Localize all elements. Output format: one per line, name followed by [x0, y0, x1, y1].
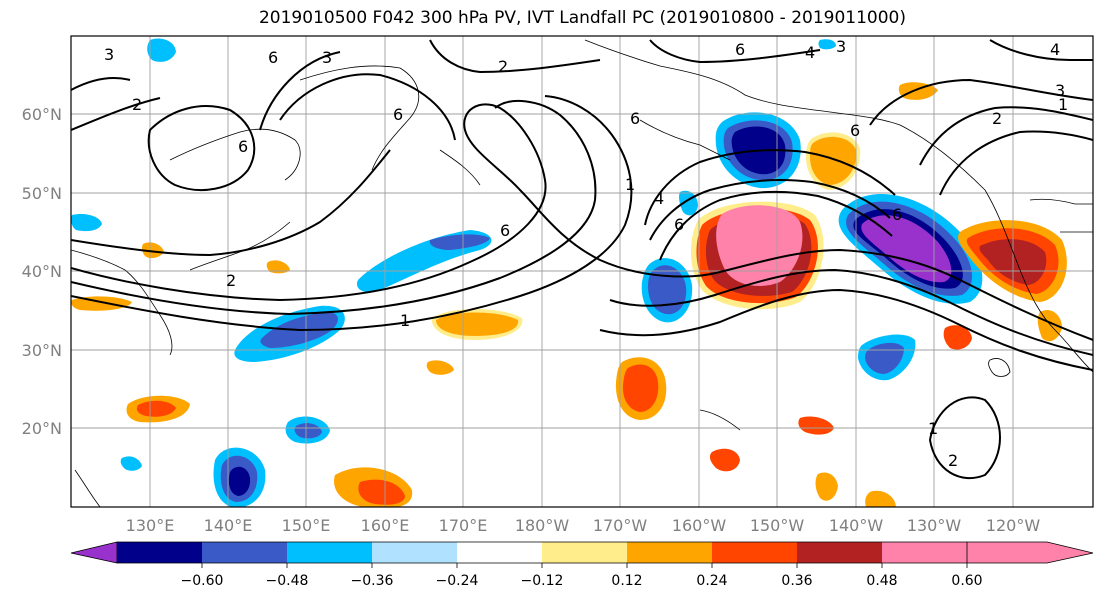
- contour-label: 3: [836, 37, 846, 56]
- colorbar-segment: [627, 542, 712, 563]
- contour-label: 2: [948, 451, 958, 470]
- contour-label: 6: [268, 48, 278, 67]
- colorbar-left-extension: [70, 541, 118, 564]
- contour-label: 6: [500, 221, 510, 240]
- colorbar-right-extension: [966, 541, 1094, 564]
- contour-label: 6: [850, 121, 860, 140]
- lon-label: 160°E: [361, 516, 410, 535]
- colorbar-tick-label: −0.36: [351, 573, 394, 589]
- colorbar-tick-label: 0.48: [866, 573, 897, 589]
- lon-label: 140°W: [829, 516, 884, 535]
- contour-label: 6: [735, 40, 745, 59]
- lon-label: 170°E: [439, 516, 488, 535]
- contour-label: 2: [992, 109, 1002, 128]
- lon-label: 140°E: [204, 516, 253, 535]
- colorbar-tick-label: 0.60: [951, 573, 982, 589]
- colorbar: −0.60 −0.48 −0.36 −0.24 −0.12 0.12 0.24 …: [70, 541, 1094, 589]
- colorbar-tick-label: 0.36: [781, 573, 812, 589]
- contour-label: 2: [132, 95, 142, 114]
- colorbar-segment: [712, 542, 797, 563]
- colorbar-segment: [542, 542, 627, 563]
- contour-label: 2: [498, 57, 508, 76]
- lat-label: 50°N: [22, 184, 62, 203]
- colorbar-segment: [457, 542, 542, 563]
- lon-label: 130°E: [126, 516, 175, 535]
- contour-label: 6: [674, 215, 684, 234]
- map-title: 2019010500 F042 300 hPa PV, IVT Landfall…: [258, 8, 906, 28]
- map-frame: [70, 35, 1094, 508]
- contour-label: 1: [400, 311, 410, 330]
- colorbar-tick-label: −0.12: [521, 573, 564, 589]
- colorbar-tick-label: −0.24: [436, 573, 479, 589]
- coastlines: [71, 39, 1093, 507]
- contour-label: 4: [805, 43, 815, 62]
- contour-labels: 3 6 2 6 3 6 4 3 4 2 3 2 6 2 6 1 6 4 6 6 …: [104, 37, 1068, 470]
- colorbar-segment: [882, 542, 967, 563]
- contour-label: 3: [322, 48, 332, 67]
- contour-label: 1: [1058, 95, 1068, 114]
- lat-label: 40°N: [22, 262, 62, 281]
- longitude-labels: 130°E 140°E 150°E 160°E 170°E 180°W 170°…: [126, 516, 1041, 535]
- pv-contours: [71, 39, 1093, 480]
- lat-label: 20°N: [22, 419, 62, 438]
- lon-label: 120°W: [986, 516, 1041, 535]
- contour-label: 3: [1055, 81, 1065, 100]
- contour-label: 1: [928, 419, 938, 438]
- contour-label: 2: [226, 271, 236, 290]
- colorbar-tick-label: 0.24: [696, 573, 727, 589]
- lat-label: 60°N: [22, 105, 62, 124]
- contour-label: 1: [625, 175, 635, 194]
- lon-label: 160°W: [672, 516, 727, 535]
- contour-label: 6: [630, 109, 640, 128]
- colorbar-tick-label: −0.48: [266, 573, 309, 589]
- colorbar-segment: [797, 542, 882, 563]
- lon-label: 180°W: [515, 516, 570, 535]
- contour-label: 3: [104, 45, 114, 64]
- contour-label: 4: [1050, 40, 1060, 59]
- colorbar-segment: [372, 542, 457, 563]
- contour-label: 6: [238, 137, 248, 156]
- lon-label: 150°W: [750, 516, 805, 535]
- contour-label: 6: [892, 205, 902, 224]
- lon-label: 170°W: [593, 516, 648, 535]
- colorbar-tick-label: −0.60: [181, 573, 224, 589]
- colorbar-tick-label: 0.12: [611, 573, 642, 589]
- contour-label: 6: [393, 105, 403, 124]
- colorbar-segment: [117, 542, 202, 563]
- colorbar-segment: [287, 542, 372, 563]
- colorbar-segment: [202, 542, 287, 563]
- lat-label: 30°N: [22, 341, 62, 360]
- shading-layer: [71, 38, 1067, 507]
- lon-label: 130°W: [907, 516, 962, 535]
- lon-label: 150°E: [282, 516, 331, 535]
- contour-label: 4: [654, 189, 664, 208]
- latitude-labels: 60°N 50°N 40°N 30°N 20°N: [22, 105, 62, 438]
